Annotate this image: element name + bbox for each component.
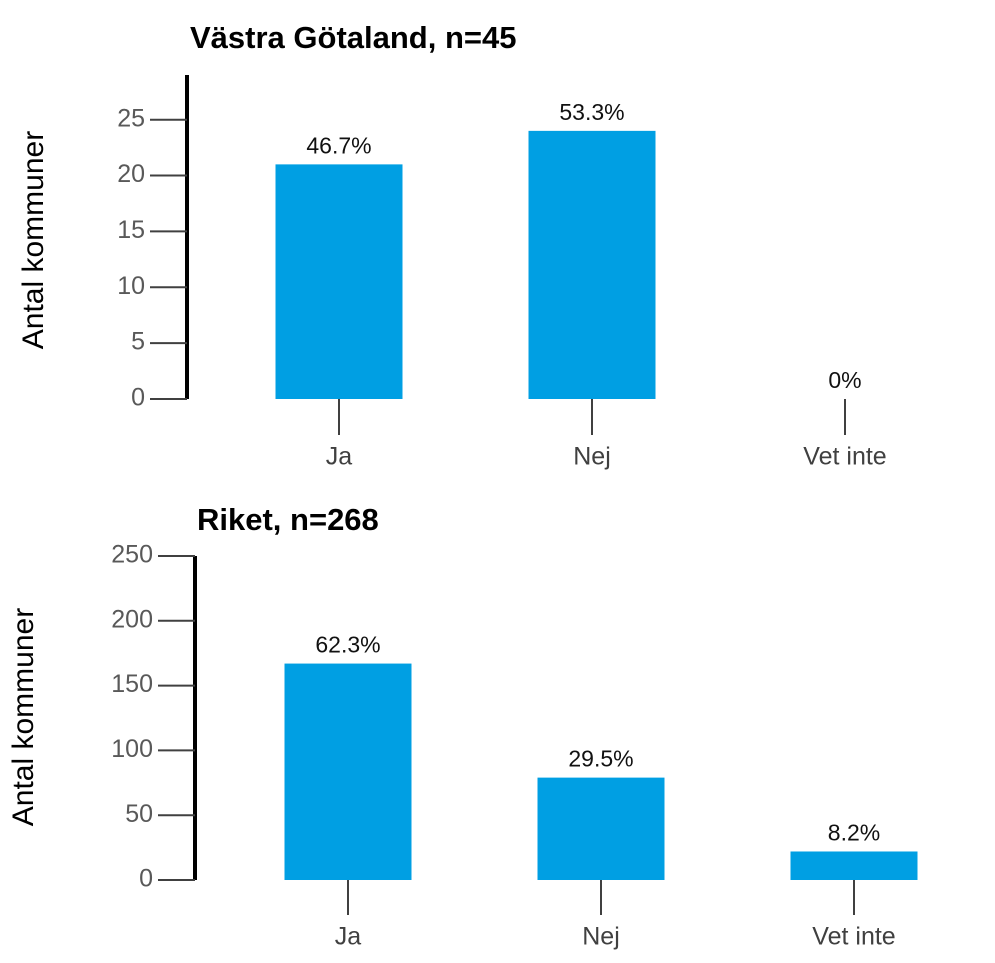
chart-title: Västra Götaland, n=45: [190, 20, 516, 55]
y-tick-label: 250: [111, 541, 153, 569]
chart-title: Riket, n=268: [197, 502, 379, 537]
x-tick-label: Vet inte: [812, 923, 895, 951]
y-axis-label: Antal kommuner: [17, 131, 50, 349]
y-tick-label: 0: [131, 384, 145, 412]
y-tick-label: 150: [111, 670, 153, 698]
y-tick-label: 5: [131, 328, 145, 356]
y-tick-label: 25: [117, 104, 145, 132]
bar: [537, 777, 665, 880]
data-label: 0%: [828, 367, 861, 393]
y-tick-label: 50: [125, 800, 153, 828]
bar: [284, 663, 412, 880]
y-tick-label: 200: [111, 605, 153, 633]
bar: [528, 130, 656, 400]
bar: [275, 164, 403, 399]
x-tick-label: Nej: [582, 923, 620, 951]
y-tick-label: 20: [117, 160, 145, 188]
y-tick-label: 0: [139, 865, 153, 893]
x-tick-label: Nej: [573, 443, 611, 471]
y-tick-label: 10: [117, 272, 145, 300]
x-tick-label: Ja: [326, 443, 353, 471]
y-tick-label: 15: [117, 216, 145, 244]
y-axis-label: Antal kommuner: [7, 608, 40, 826]
data-label: 62.3%: [315, 632, 380, 658]
y-tick-label: 100: [111, 735, 153, 763]
x-tick-label: Vet inte: [803, 443, 886, 471]
bar: [790, 851, 918, 880]
data-label: 53.3%: [559, 99, 624, 125]
data-label: 8.2%: [828, 820, 880, 846]
data-label: 29.5%: [568, 746, 633, 772]
data-label: 46.7%: [306, 132, 371, 158]
x-tick-label: Ja: [335, 923, 362, 951]
